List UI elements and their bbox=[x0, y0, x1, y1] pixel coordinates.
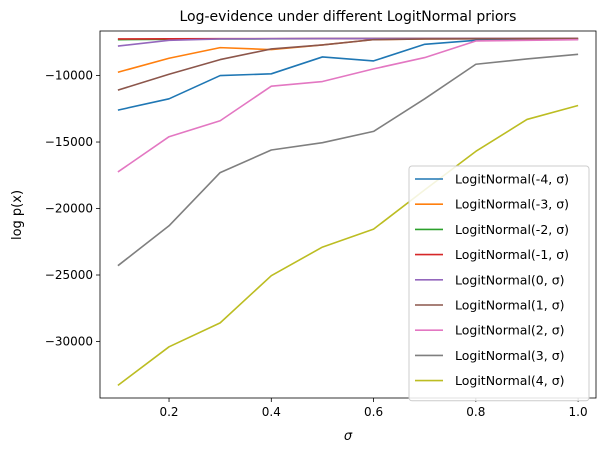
legend-label: LogitNormal(1, σ) bbox=[455, 298, 565, 313]
x-tick-label: 0.8 bbox=[466, 405, 485, 419]
legend-box bbox=[408, 165, 590, 402]
y-tick-label: −10000 bbox=[45, 69, 93, 83]
chart-title: Log-evidence under different LogitNormal… bbox=[180, 9, 517, 25]
x-tick-label: 0.2 bbox=[159, 405, 178, 419]
legend-label: LogitNormal(3, σ) bbox=[455, 348, 565, 363]
y-axis-label: log p(x) bbox=[10, 190, 25, 240]
series-line bbox=[117, 38, 579, 173]
legend-label: LogitNormal(-4, σ) bbox=[455, 172, 569, 187]
legend-label: LogitNormal(-2, σ) bbox=[455, 222, 569, 237]
legend-label: LogitNormal(-3, σ) bbox=[455, 197, 569, 212]
legend-label: LogitNormal(4, σ) bbox=[455, 373, 565, 388]
y-tick-label: −15000 bbox=[45, 135, 93, 149]
legend-label: LogitNormal(-1, σ) bbox=[455, 247, 569, 262]
y-tick-label: −25000 bbox=[45, 268, 93, 282]
series-line bbox=[117, 53, 579, 267]
x-axis-label: σ bbox=[344, 429, 353, 444]
series-line bbox=[117, 104, 579, 387]
axes-frame bbox=[99, 30, 597, 399]
y-tick-label: −20000 bbox=[45, 202, 93, 216]
legend-label: LogitNormal(0, σ) bbox=[455, 272, 565, 287]
x-tick-label: 0.6 bbox=[364, 405, 383, 419]
y-tick-label: −30000 bbox=[45, 334, 93, 348]
x-tick-label: 0.4 bbox=[262, 405, 281, 419]
x-axis-ticks: 0.2 0.4 0.6 0.8 1.0 bbox=[159, 398, 588, 419]
legend: LogitNormal(-4, σ) LogitNormal(-3, σ) Logi… bbox=[408, 165, 590, 402]
series-line bbox=[117, 37, 579, 73]
series-layer bbox=[117, 37, 579, 387]
legend-label: LogitNormal(2, σ) bbox=[455, 323, 565, 338]
x-tick-label: 1.0 bbox=[569, 405, 588, 419]
series-line bbox=[117, 37, 579, 91]
y-axis-ticks: −10000 −15000 −20000 −25000 −30000 bbox=[45, 69, 100, 348]
